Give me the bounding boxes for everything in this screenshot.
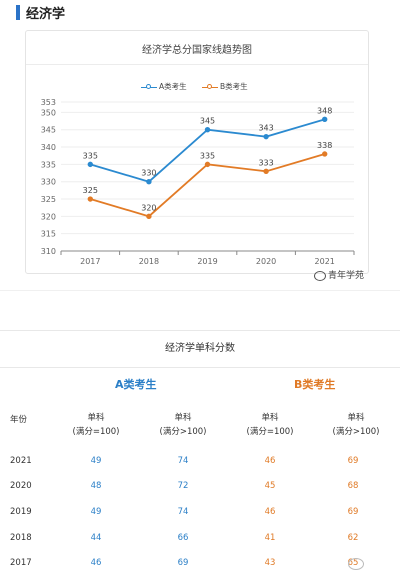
chart-title: 经济学总分国家线趋势图 bbox=[142, 45, 252, 56]
row-2021-year: 2021 bbox=[10, 456, 32, 466]
data-label: 333 bbox=[258, 158, 273, 167]
col-header-b2: 单科 (满分>100) bbox=[326, 411, 386, 439]
y-tick-label: 325 bbox=[41, 195, 56, 204]
col-header-a1-line2: (满分=100) bbox=[72, 427, 120, 437]
col-header-b1-line1: 单科 bbox=[261, 413, 279, 423]
data-label: 338 bbox=[317, 141, 332, 150]
data-label: 335 bbox=[200, 151, 215, 160]
col-header-a2: 单科 (满分>100) bbox=[153, 411, 213, 439]
chart-divider bbox=[26, 64, 368, 65]
col-header-a2-line2: (满分>100) bbox=[159, 427, 207, 437]
row-2020-a2: 72 bbox=[177, 481, 189, 491]
row-2018-a1: 44 bbox=[90, 533, 102, 543]
section-header: 经济学 bbox=[0, 0, 400, 24]
row-2018-a2: 66 bbox=[177, 533, 189, 543]
data-point bbox=[87, 196, 94, 202]
col-header-b1: 单科 (满分=100) bbox=[240, 411, 300, 439]
data-point bbox=[322, 116, 328, 123]
y-tick-label: 320 bbox=[41, 212, 56, 221]
row-2019-year: 2019 bbox=[10, 507, 32, 517]
row-2018-b1: 41 bbox=[264, 533, 276, 543]
data-label: 325 bbox=[83, 186, 98, 195]
row-2021-b1: 46 bbox=[264, 456, 276, 466]
group-a-header: A类考生 bbox=[115, 378, 157, 391]
legend-b-label: B类考生 bbox=[220, 82, 248, 91]
wechat-icon bbox=[314, 270, 326, 281]
data-label: 335 bbox=[83, 151, 98, 160]
table-top-border bbox=[0, 330, 400, 331]
y-tick-label: 350 bbox=[41, 108, 56, 117]
group-b-header: B类考生 bbox=[294, 378, 336, 391]
x-tick-label: 2020 bbox=[256, 257, 276, 266]
row-2020-b2: 68 bbox=[347, 481, 359, 491]
data-label: 330 bbox=[141, 169, 156, 178]
watermark: 青年学苑 bbox=[314, 268, 364, 281]
col-header-a2-line1: 单科 bbox=[174, 413, 192, 423]
x-tick-label: 2018 bbox=[139, 257, 159, 266]
y-tick-label: 345 bbox=[41, 126, 56, 135]
data-label: 345 bbox=[200, 117, 215, 126]
legend-item-b[interactable]: B类考生 bbox=[202, 81, 248, 92]
y-tick-label: 330 bbox=[41, 178, 56, 187]
col-header-a1-line1: 单科 bbox=[87, 413, 105, 423]
row-2017-a1: 46 bbox=[90, 558, 102, 568]
table-title-divider bbox=[0, 367, 400, 368]
watermark-text: 青年学苑 bbox=[328, 271, 365, 281]
legend-a-label: A类考生 bbox=[159, 82, 187, 91]
data-point bbox=[146, 178, 152, 185]
y-tick-label: 340 bbox=[41, 143, 56, 152]
col-header-b1-line2: (满分=100) bbox=[246, 427, 294, 437]
row-2019-a2: 74 bbox=[177, 507, 189, 517]
data-point bbox=[263, 133, 269, 140]
data-point bbox=[204, 161, 211, 168]
row-2019-a1: 49 bbox=[90, 507, 102, 517]
data-label: 320 bbox=[141, 203, 156, 212]
legend-item-a[interactable]: A类考生 bbox=[141, 81, 187, 92]
y-tick-label: 310 bbox=[41, 247, 56, 256]
data-point bbox=[204, 127, 211, 133]
year-header: 年份 bbox=[10, 415, 28, 425]
legend-a-marker-icon bbox=[141, 84, 157, 90]
col-header-b2-line2: (满分>100) bbox=[332, 427, 380, 437]
row-2019-b1: 46 bbox=[264, 507, 276, 517]
watermark-logo-icon bbox=[348, 558, 364, 570]
y-tick-label: 353 bbox=[41, 98, 56, 107]
row-2020-a1: 48 bbox=[90, 481, 102, 491]
section-accent-bar bbox=[16, 5, 20, 20]
row-2021-a1: 49 bbox=[90, 456, 102, 466]
data-label: 348 bbox=[317, 106, 332, 115]
data-point bbox=[322, 151, 328, 157]
row-2021-a2: 74 bbox=[177, 456, 189, 466]
row-2017-b1: 43 bbox=[264, 558, 276, 568]
row-2019-b2: 69 bbox=[347, 507, 359, 517]
y-tick-label: 315 bbox=[41, 230, 56, 239]
row-2018-b2: 62 bbox=[347, 533, 359, 543]
table-title: 经济学单科分数 bbox=[165, 343, 235, 354]
y-tick-label: 335 bbox=[41, 160, 56, 169]
x-tick-label: 2019 bbox=[197, 257, 217, 266]
data-point bbox=[87, 161, 94, 168]
legend-b-marker-icon bbox=[202, 84, 218, 90]
row-2017-year: 2017 bbox=[10, 558, 32, 568]
section-title: 经济学 bbox=[26, 7, 66, 22]
data-label: 343 bbox=[258, 124, 273, 133]
chart-card: 经济学总分国家线趋势图 A类考生 B类考生 310 315 320 325 330 335… bbox=[25, 30, 369, 274]
row-2021-b2: 69 bbox=[347, 456, 359, 466]
divider bbox=[0, 290, 400, 291]
col-header-b2-line1: 单科 bbox=[347, 413, 365, 423]
x-tick-label: 2021 bbox=[315, 257, 335, 266]
row-2020-year: 2020 bbox=[10, 481, 32, 491]
col-header-a1: 单科 (满分=100) bbox=[66, 411, 126, 439]
data-point bbox=[146, 213, 152, 220]
data-point bbox=[263, 168, 269, 175]
row-2018-year: 2018 bbox=[10, 533, 32, 543]
x-tick-label: 2017 bbox=[80, 257, 100, 266]
row-2020-b1: 45 bbox=[264, 481, 276, 491]
row-2017-a2: 69 bbox=[177, 558, 189, 568]
